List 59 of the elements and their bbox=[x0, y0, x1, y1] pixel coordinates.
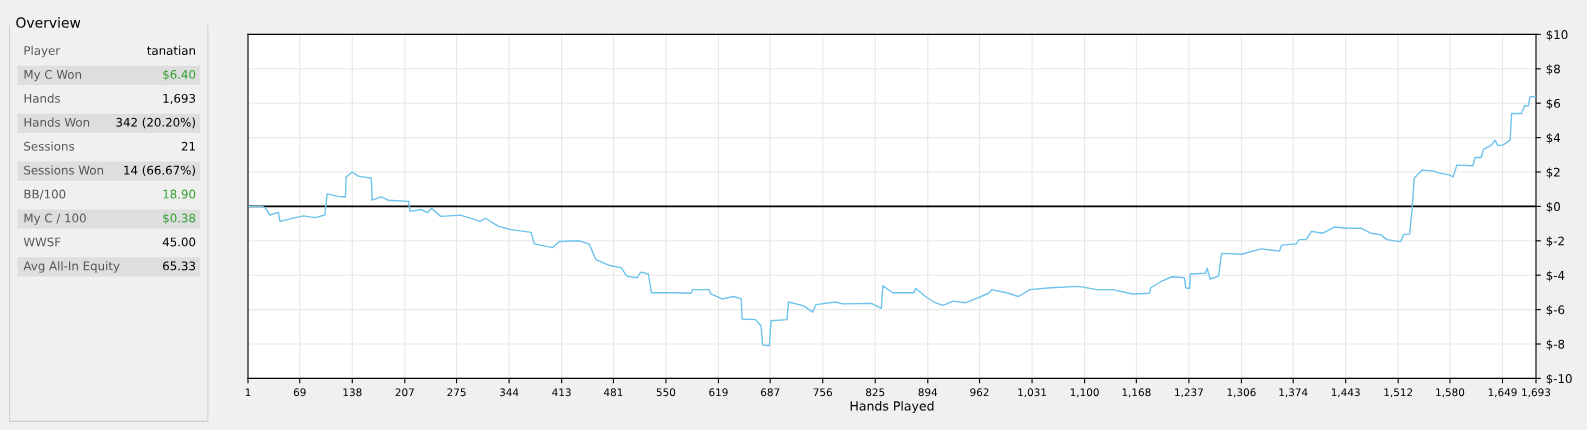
x-tick-label: 1,168 bbox=[1122, 388, 1151, 398]
text: 1,693 bbox=[163, 93, 196, 105]
y-tick-label: $2 bbox=[1546, 167, 1560, 179]
y-tick-label: $-6 bbox=[1546, 305, 1565, 316]
x-axis-title: Hands Played bbox=[850, 400, 934, 414]
x-tick-label: 550 bbox=[656, 388, 676, 397]
category-label: BB/100 bbox=[24, 189, 66, 200]
category-label: Avg All-In Equity bbox=[23, 261, 120, 273]
x-tick-label: 1,374 bbox=[1279, 388, 1308, 398]
x-tick-label: 1,649 bbox=[1488, 388, 1517, 398]
text: 342 (20.20%) bbox=[116, 117, 195, 129]
category-label: Sessions bbox=[24, 141, 75, 151]
x-tick-label: 1,306 bbox=[1227, 388, 1256, 398]
text: 18.90 bbox=[163, 189, 196, 199]
x-tick-label: 687 bbox=[760, 388, 780, 397]
x-tick-label: 1,100 bbox=[1070, 388, 1099, 398]
x-tick-label: 1,512 bbox=[1384, 388, 1413, 398]
category-label: My C Won bbox=[24, 69, 82, 82]
x-tick-label: 1,237 bbox=[1175, 388, 1203, 398]
y-tick-label: $-8 bbox=[1546, 339, 1565, 351]
y-tick-label: $6 bbox=[1546, 98, 1560, 110]
x-tick-label: 1 bbox=[245, 388, 251, 397]
x-tick-label: 825 bbox=[866, 388, 885, 397]
x-tick-label: 894 bbox=[918, 388, 938, 397]
category-label: WWSF bbox=[23, 237, 61, 247]
category-label: My C / 100 bbox=[24, 213, 86, 225]
text: $0.38 bbox=[163, 213, 196, 225]
y-tick-label: $0 bbox=[1546, 201, 1560, 213]
text: $6.40 bbox=[163, 69, 196, 81]
x-tick-label: 138 bbox=[343, 388, 362, 397]
category-label: Player bbox=[24, 45, 61, 58]
category-label: Hands Won bbox=[24, 117, 90, 127]
y-tick-label: $-4 bbox=[1546, 270, 1565, 282]
y-tick-label: $10 bbox=[1546, 29, 1568, 41]
x-tick-label: 619 bbox=[709, 388, 728, 397]
text: 65.33 bbox=[163, 261, 196, 271]
x-tick-label: 1,693 bbox=[1522, 388, 1551, 398]
x-tick-label: 413 bbox=[552, 388, 571, 397]
y-tick-label: $-10 bbox=[1546, 373, 1572, 385]
x-tick-label: 1,580 bbox=[1436, 388, 1465, 398]
y-tick-label: $4 bbox=[1546, 133, 1561, 144]
category-label: Hands bbox=[24, 93, 61, 103]
x-tick-label: 1,031 bbox=[1018, 388, 1047, 398]
y-tick-label: $8 bbox=[1546, 64, 1560, 76]
text: 21 bbox=[181, 141, 195, 151]
text: Overview bbox=[16, 17, 81, 28]
x-tick-label: 481 bbox=[603, 388, 623, 397]
text: 45.00 bbox=[162, 237, 196, 247]
x-tick-label: 962 bbox=[970, 388, 989, 397]
x-tick-label: 344 bbox=[499, 388, 519, 397]
text: 14 (66.67%) bbox=[124, 165, 195, 176]
x-tick-label: 756 bbox=[813, 388, 833, 397]
text: tanatian bbox=[147, 45, 195, 55]
y-tick-label: $-2 bbox=[1546, 236, 1564, 248]
x-tick-label: 1,443 bbox=[1331, 388, 1360, 398]
x-tick-label: 275 bbox=[447, 388, 466, 397]
x-tick-label: 69 bbox=[293, 388, 306, 397]
x-tick-label: 207 bbox=[395, 388, 414, 397]
category-label: Sessions Won bbox=[24, 165, 104, 175]
